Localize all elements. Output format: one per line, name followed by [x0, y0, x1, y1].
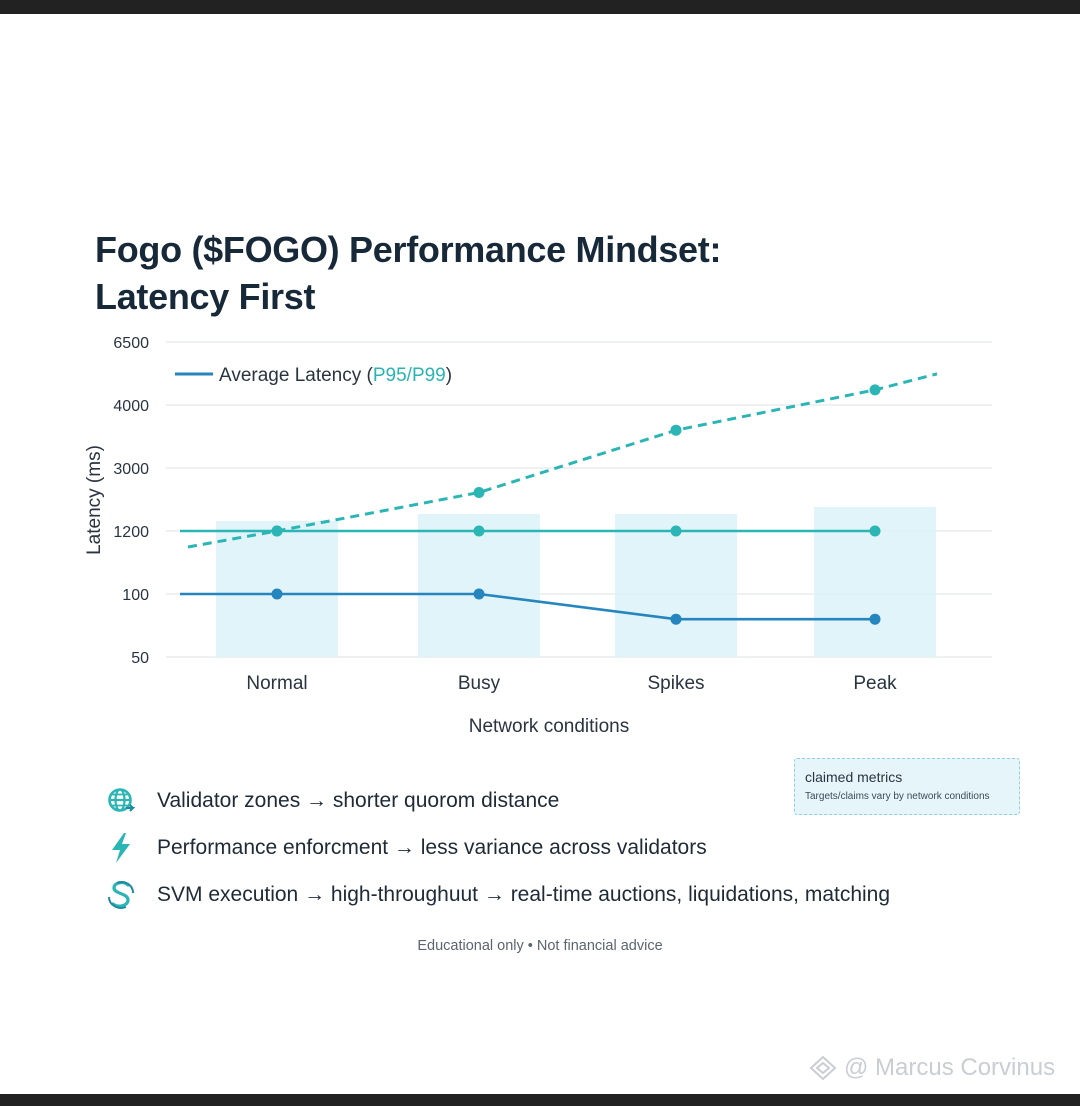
data-point: [670, 525, 682, 537]
range-bars: [216, 507, 936, 657]
feature-text: Validator zones → shorter quorom distanc…: [157, 788, 560, 812]
x-tick-labels: Normal Busy Spikes Peak: [246, 673, 897, 694]
legend-accent: P95/P99: [373, 365, 446, 386]
data-point: [869, 525, 881, 537]
y-tick-labels: 6500 4000 3000 1200 100 50: [113, 335, 149, 667]
y-tick-label: 50: [131, 650, 149, 667]
data-point: [271, 588, 283, 600]
legend-label: Average Latency (P95/P99): [219, 365, 452, 386]
note-title: claimed metrics: [805, 769, 903, 785]
data-point: [670, 613, 682, 625]
watermark-logo-icon: [809, 1055, 837, 1081]
globe-icon: [105, 785, 137, 817]
chart-title: Fogo ($FOGO) Performance Mindset: Latenc…: [95, 226, 995, 320]
feature-list: Validator zones → shorter quorom distanc…: [105, 777, 985, 918]
range-bar: [615, 514, 737, 657]
feature-item-svm-execution: SVM execution → high-throughuut → real-t…: [105, 871, 985, 918]
top-frame-bar: [0, 0, 1080, 14]
data-point: [869, 613, 881, 625]
x-axis-title: Network conditions: [469, 716, 630, 737]
x-tick-label: Normal: [246, 673, 307, 694]
title-line-1: Fogo ($FOGO) Performance Mindset:: [95, 229, 722, 270]
note-subtitle: Targets/claims vary by network condition…: [805, 791, 990, 802]
legend-prefix: Average Latency (: [219, 365, 374, 386]
legend: Average Latency (P95/P99): [175, 365, 452, 386]
bottom-frame-bar: [0, 1094, 1080, 1106]
x-tick-label: Spikes: [647, 673, 704, 694]
title-line-2: Latency First: [95, 276, 316, 317]
feature-item-validator-zones: Validator zones → shorter quorom distanc…: [105, 777, 985, 824]
watermark-text: @ Marcus Corvinus: [844, 1054, 1056, 1081]
lightning-icon: [105, 832, 137, 864]
feature-item-performance-enforcement: Performance enforcment → less variance a…: [105, 824, 985, 871]
series-line-p99: [187, 372, 938, 549]
data-point: [473, 487, 485, 498]
data-point: [473, 588, 485, 600]
latency-chart: 6500 4000 3000 1200 100 50 Normal Busy Spikes Pe…: [84, 335, 992, 737]
y-axis-title: Latency (ms): [84, 445, 105, 555]
claimed-metrics-note: claimed metrics Targets/claims vary by n…: [794, 758, 1020, 815]
data-point: [670, 424, 682, 436]
x-tick-label: Busy: [458, 673, 501, 694]
feature-text: SVM execution → high-throughuut → real-t…: [157, 882, 891, 906]
disclaimer-footer: Educational only • Not financial advice: [417, 938, 663, 954]
data-point: [271, 525, 283, 537]
y-tick-label: 4000: [113, 398, 149, 415]
legend-suffix: ): [446, 365, 452, 386]
y-tick-label: 1200: [113, 524, 149, 541]
svm-icon: [105, 879, 137, 911]
y-tick-label: 100: [122, 587, 149, 604]
series-points: [271, 384, 881, 625]
feature-text: Performance enforcment → less variance a…: [157, 835, 707, 859]
author-watermark: @ Marcus Corvinus: [808, 1054, 1055, 1082]
y-tick-label: 6500: [113, 335, 149, 352]
range-bar: [418, 514, 540, 657]
y-tick-label: 3000: [113, 461, 149, 478]
x-tick-label: Peak: [853, 673, 897, 694]
data-point: [473, 525, 485, 537]
data-point: [869, 384, 881, 396]
